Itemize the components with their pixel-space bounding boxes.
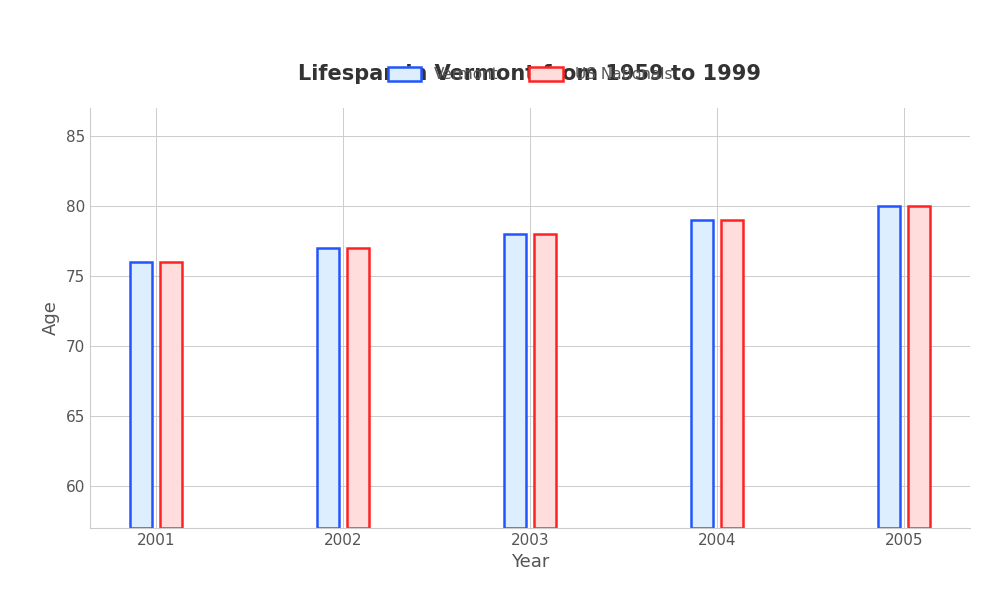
Bar — [908, 206, 930, 528]
Bar — [317, 248, 339, 528]
Bar — [534, 234, 556, 528]
X-axis label: Year: Year — [511, 553, 549, 571]
Bar — [691, 220, 713, 528]
Bar — [130, 262, 152, 528]
Legend: Vermont, US Nationals: Vermont, US Nationals — [382, 61, 678, 88]
Bar — [347, 248, 369, 528]
Bar — [721, 220, 743, 528]
Title: Lifespan in Vermont from 1959 to 1999: Lifespan in Vermont from 1959 to 1999 — [298, 64, 762, 84]
Bar — [504, 234, 526, 528]
Y-axis label: Age: Age — [42, 301, 60, 335]
Bar — [878, 206, 900, 528]
Bar — [160, 262, 182, 528]
